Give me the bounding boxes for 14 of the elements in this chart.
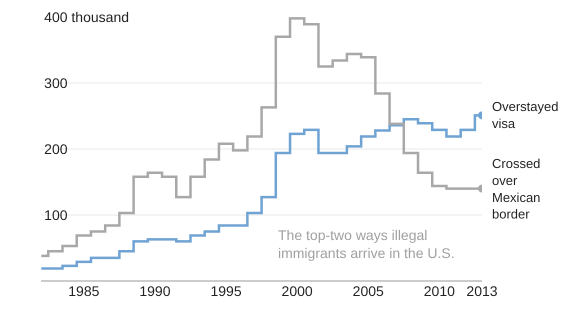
x-tick-label: 2010 <box>424 283 456 299</box>
x-tick-label: 1990 <box>139 283 171 299</box>
y-tick-label: 300 <box>44 74 68 91</box>
series-label: Crossed over Mexican border <box>492 156 540 222</box>
x-tick-label: 1995 <box>210 283 242 299</box>
series-label: Overstayed visa <box>492 99 558 131</box>
x-tick-label: 1985 <box>68 283 100 299</box>
annotation: The top-two ways illegal immigrants arrive in the U.S. <box>278 227 455 262</box>
x-tick-label: 2005 <box>352 283 384 299</box>
y-tick-label: 400 thousand <box>44 8 130 25</box>
y-tick-label: 100 <box>44 206 68 223</box>
x-tick-label: 2000 <box>282 283 313 299</box>
y-tick-label: 200 <box>44 140 68 157</box>
x-tick-label: 2013 <box>466 283 498 299</box>
